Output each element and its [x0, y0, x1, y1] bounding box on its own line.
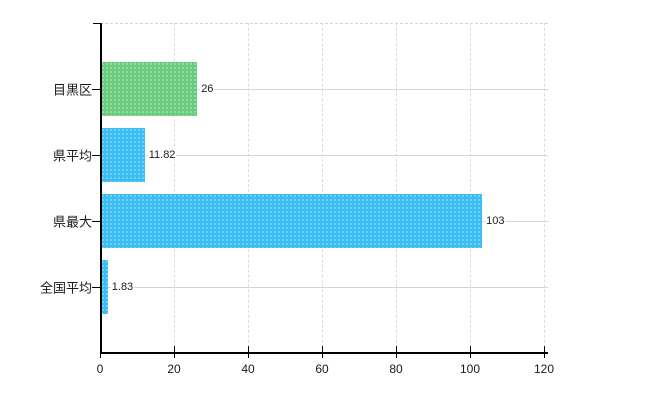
plot-top-border: [100, 23, 548, 24]
y-axis-top-tick: [93, 23, 100, 24]
x-axis-tick: [470, 346, 471, 358]
y-axis-tick: [92, 287, 100, 288]
y-axis-tick: [92, 155, 100, 156]
vertical-gridline: [396, 23, 397, 353]
category-label: 全国平均: [39, 280, 92, 296]
y-axis-line: [100, 23, 102, 354]
value-label: 1.83: [110, 281, 135, 293]
vertical-gridline: [174, 23, 175, 353]
bar-県最大: [101, 194, 483, 248]
vertical-gridline: [322, 23, 323, 353]
vertical-gridline: [544, 23, 545, 353]
x-axis-line: [100, 352, 548, 354]
horizontal-gridline: [100, 89, 548, 90]
vertical-gridline: [470, 23, 471, 353]
value-label: 103: [485, 215, 506, 227]
value-label: 11.82: [147, 149, 177, 161]
x-tick-label: 40: [241, 362, 255, 376]
x-tick-label: 100: [459, 362, 481, 376]
bar-全国平均: [101, 260, 108, 314]
x-axis-tick: [248, 346, 249, 358]
x-tick-label: 120: [533, 362, 555, 376]
category-label: 県最大: [52, 214, 92, 230]
y-axis-tick: [92, 89, 100, 90]
bar-県平均: [101, 128, 145, 182]
x-axis-tick: [322, 346, 323, 358]
x-tick-label: 80: [389, 362, 403, 376]
y-axis-tick: [92, 221, 100, 222]
category-label: 県平均: [52, 148, 92, 164]
x-axis-tick: [100, 346, 101, 358]
x-axis-tick: [174, 346, 175, 358]
x-axis-tick: [544, 346, 545, 358]
horizontal-gridline: [100, 155, 548, 156]
bar-目黒区: [101, 62, 198, 116]
horizontal-gridline: [100, 287, 548, 288]
x-tick-label: 20: [167, 362, 181, 376]
x-tick-label: 60: [315, 362, 329, 376]
vertical-gridline: [248, 23, 249, 353]
category-label: 目黒区: [52, 82, 92, 98]
value-label: 26: [200, 83, 215, 95]
x-axis-tick: [396, 346, 397, 358]
x-tick-label: 0: [96, 362, 104, 376]
